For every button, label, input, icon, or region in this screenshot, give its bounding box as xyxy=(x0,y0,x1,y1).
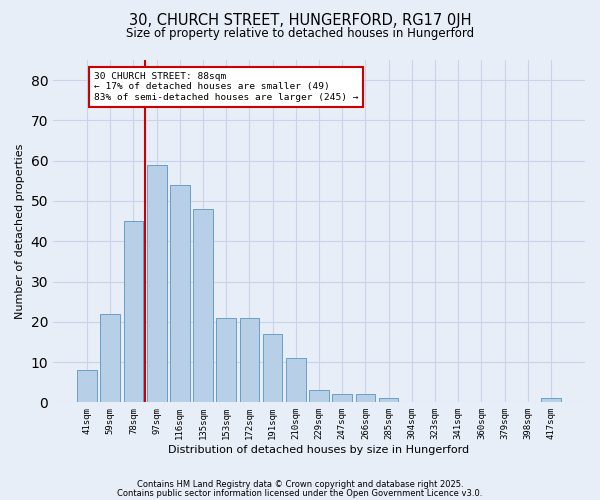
Bar xyxy=(193,209,213,402)
Bar xyxy=(541,398,561,402)
Bar xyxy=(124,221,143,402)
Bar xyxy=(77,370,97,402)
Bar xyxy=(147,164,167,402)
Bar xyxy=(309,390,329,402)
Bar xyxy=(239,318,259,402)
Bar xyxy=(100,314,120,402)
Bar xyxy=(332,394,352,402)
Text: Size of property relative to detached houses in Hungerford: Size of property relative to detached ho… xyxy=(126,28,474,40)
Text: Contains public sector information licensed under the Open Government Licence v3: Contains public sector information licen… xyxy=(118,488,482,498)
Bar xyxy=(263,334,283,402)
Bar xyxy=(379,398,398,402)
Text: Contains HM Land Registry data © Crown copyright and database right 2025.: Contains HM Land Registry data © Crown c… xyxy=(137,480,463,489)
Bar xyxy=(286,358,305,403)
Bar xyxy=(356,394,375,402)
Text: 30, CHURCH STREET, HUNGERFORD, RG17 0JH: 30, CHURCH STREET, HUNGERFORD, RG17 0JH xyxy=(129,12,471,28)
Bar xyxy=(170,185,190,402)
Text: 30 CHURCH STREET: 88sqm
← 17% of detached houses are smaller (49)
83% of semi-de: 30 CHURCH STREET: 88sqm ← 17% of detache… xyxy=(94,72,359,102)
X-axis label: Distribution of detached houses by size in Hungerford: Distribution of detached houses by size … xyxy=(169,445,470,455)
Y-axis label: Number of detached properties: Number of detached properties xyxy=(15,144,25,319)
Bar xyxy=(217,318,236,402)
